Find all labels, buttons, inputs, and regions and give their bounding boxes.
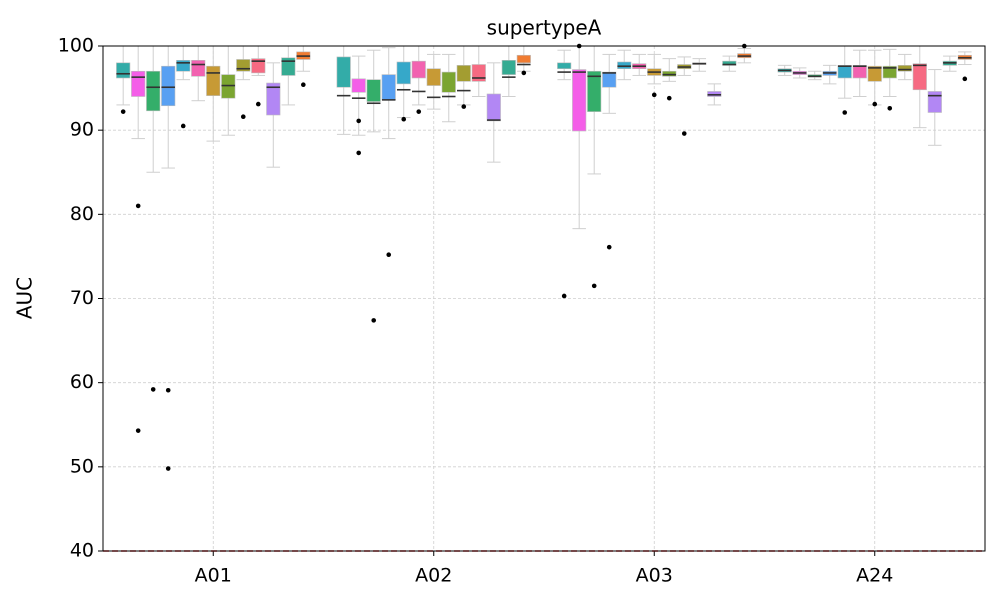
flier xyxy=(872,101,878,107)
box xyxy=(707,91,722,97)
flier xyxy=(651,92,657,98)
flier xyxy=(561,293,567,299)
flier xyxy=(887,105,893,111)
box xyxy=(281,57,296,76)
box xyxy=(912,63,927,91)
box xyxy=(441,71,456,93)
box xyxy=(852,65,867,79)
box xyxy=(236,59,251,72)
box xyxy=(411,60,426,79)
flier xyxy=(591,283,597,289)
box xyxy=(897,65,912,72)
flier xyxy=(681,131,687,136)
box xyxy=(176,60,191,72)
flier xyxy=(180,123,186,129)
flier xyxy=(301,82,306,88)
box xyxy=(116,62,131,79)
flier xyxy=(401,116,407,122)
x-tick-label: A24 xyxy=(856,565,893,587)
flier xyxy=(356,118,361,124)
flier xyxy=(356,150,361,156)
box xyxy=(722,60,737,66)
flier xyxy=(120,109,126,114)
box xyxy=(396,61,411,85)
chart-title: supertypeA xyxy=(487,16,602,40)
box xyxy=(206,65,221,96)
flier xyxy=(135,428,141,433)
box xyxy=(266,82,281,116)
box xyxy=(882,65,897,79)
flier xyxy=(135,203,141,209)
flier xyxy=(165,466,171,471)
box xyxy=(351,78,366,93)
flier xyxy=(666,95,672,101)
box xyxy=(366,79,381,102)
flier xyxy=(165,387,171,393)
box xyxy=(617,61,632,70)
x-tick-label: A03 xyxy=(636,565,673,587)
flier xyxy=(606,244,612,250)
plot-frame xyxy=(102,45,986,552)
box xyxy=(251,58,266,74)
box xyxy=(161,65,176,107)
box xyxy=(336,56,351,88)
flier xyxy=(150,387,156,392)
y-tick-label: 60 xyxy=(70,371,94,393)
box xyxy=(927,91,942,113)
box xyxy=(602,71,617,88)
flier xyxy=(416,109,422,114)
x-tick-label: A01 xyxy=(195,565,232,587)
y-tick-label: 100 xyxy=(58,35,94,57)
y-axis-label: AUC xyxy=(13,277,37,319)
box xyxy=(131,70,146,97)
plot-area xyxy=(116,43,972,471)
y-tick-label: 40 xyxy=(70,540,94,562)
flier xyxy=(461,104,467,109)
box xyxy=(221,74,236,99)
box xyxy=(501,60,516,75)
y-tick-label: 70 xyxy=(70,287,94,309)
box xyxy=(381,74,396,101)
flier xyxy=(962,76,968,82)
box xyxy=(662,70,677,77)
x-tick-label: A02 xyxy=(415,565,452,587)
flier xyxy=(842,110,848,115)
y-tick-label: 80 xyxy=(70,203,94,225)
flier xyxy=(371,318,377,323)
box xyxy=(486,93,501,122)
flier xyxy=(255,101,261,107)
y-tick-label: 50 xyxy=(70,455,94,477)
box xyxy=(456,65,471,82)
box xyxy=(516,54,531,64)
box xyxy=(471,64,486,82)
y-tick-label: 90 xyxy=(70,119,94,141)
box xyxy=(191,60,206,77)
box xyxy=(426,68,441,86)
box xyxy=(837,65,852,79)
box xyxy=(557,62,572,70)
box xyxy=(587,70,602,112)
flier xyxy=(240,114,246,119)
box xyxy=(146,70,161,112)
flier xyxy=(386,252,392,258)
box xyxy=(572,69,587,132)
flier xyxy=(521,70,527,76)
box xyxy=(867,65,882,82)
